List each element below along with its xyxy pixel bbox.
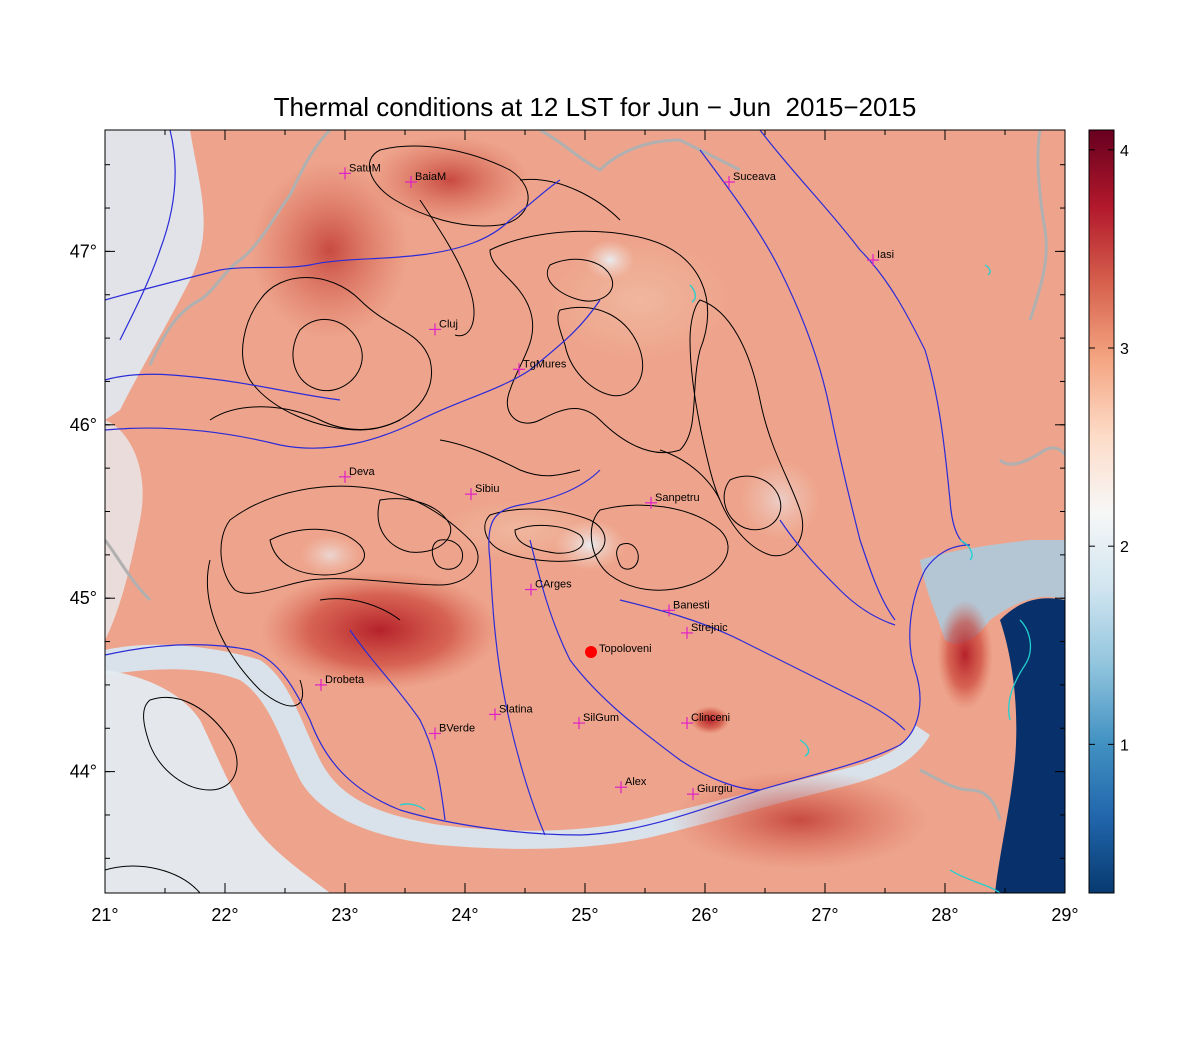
river-mures xyxy=(105,299,601,449)
lon-tick-label: 28° xyxy=(931,905,958,925)
lat-tick-label: 47° xyxy=(70,241,97,261)
river-arges xyxy=(529,539,761,791)
river-buzau xyxy=(779,519,896,626)
river-somes xyxy=(105,179,561,301)
city-baiam: BaiaM xyxy=(405,171,446,189)
lon-tick-label: 21° xyxy=(91,905,118,925)
cool-zone-harghita xyxy=(585,240,635,280)
lat-tick-label: 45° xyxy=(70,588,97,608)
city-label: BVerde xyxy=(439,722,475,734)
river-tisza xyxy=(119,130,176,341)
city-label: Banesti xyxy=(673,599,710,611)
thermal-field-danube-cool-west xyxy=(105,670,330,893)
city-label: CArges xyxy=(535,579,572,591)
city-label: Iasi xyxy=(877,249,894,261)
lat-axis: 44° 45° 46° 47° xyxy=(70,164,1065,859)
city-giurgiu: Giurgiu xyxy=(687,783,732,801)
cool-zone-bucegi xyxy=(555,520,625,570)
lon-tick-label: 29° xyxy=(1051,905,1078,925)
city-drobeta: Drobeta xyxy=(315,674,365,691)
city-label: Clinceni xyxy=(691,712,730,724)
colorbar-label: 1 xyxy=(1120,737,1129,754)
city-silgum: SilGum xyxy=(573,712,619,730)
hot-zone-clinceni xyxy=(690,706,730,734)
city-slatina: Slatina xyxy=(489,703,534,721)
city-suceava: Suceava xyxy=(723,171,777,189)
city-bverde: BVerde xyxy=(429,722,475,740)
highlight-topoloveni: Topoloveni xyxy=(585,643,652,658)
thermal-field-base xyxy=(105,130,1065,893)
city-label: SilGum xyxy=(583,712,619,724)
city-deva: Deva xyxy=(339,466,376,483)
city-sanpetru: Sanpetru xyxy=(645,492,700,509)
lakes xyxy=(399,264,1032,893)
lon-tick-label: 23° xyxy=(331,905,358,925)
colorbar: 1 2 3 4 xyxy=(1088,129,1129,894)
lon-tick-label: 22° xyxy=(211,905,238,925)
city-alex: Alex xyxy=(615,776,647,794)
city-label: TgMures xyxy=(523,358,567,370)
colorbar-label: 2 xyxy=(1120,539,1129,556)
city-carges: CArges xyxy=(525,579,572,596)
city-label: Alex xyxy=(625,776,647,788)
city-label: Deva xyxy=(349,466,376,478)
river-jiu xyxy=(349,629,446,821)
hot-zone-maramures xyxy=(250,160,410,340)
highlight-marker xyxy=(585,645,597,658)
river-ialomita xyxy=(619,599,906,731)
hot-zone-baragan xyxy=(670,770,930,870)
lat-tick-label: 44° xyxy=(70,762,97,782)
terrain-contours xyxy=(105,145,804,893)
map-title: Thermal conditions at 12 LST for Jun − J… xyxy=(273,92,917,122)
colorbar-label: 3 xyxy=(1120,341,1129,358)
rivers xyxy=(105,130,971,836)
lon-tick-label: 26° xyxy=(691,905,718,925)
thermal-field-west-cool-2 xyxy=(105,420,143,640)
hot-zone-north xyxy=(370,135,530,225)
lat-tick-label: 46° xyxy=(70,415,97,435)
lon-tick-label: 25° xyxy=(571,905,598,925)
river-crisuri xyxy=(105,373,341,401)
thermal-field-west-cool xyxy=(105,130,204,420)
city-cluj: Cluj xyxy=(429,318,458,336)
city-label: Strejnic xyxy=(691,622,728,634)
city-label: Suceava xyxy=(733,171,777,183)
city-label: Drobeta xyxy=(325,674,365,686)
city-satum: SatuM xyxy=(339,162,381,180)
river-prut xyxy=(759,130,971,546)
thermal-field-danube-cool xyxy=(105,644,930,849)
river-olt xyxy=(488,469,601,836)
city-iasi: Iasi xyxy=(867,249,894,267)
city-markers: SatuM BaiaM Suceava Iasi Cluj TgMures Deva Sibi… xyxy=(315,162,894,801)
highlight-label: Topoloveni xyxy=(599,643,652,655)
city-label: SatuM xyxy=(349,162,381,174)
colorbar-label: 4 xyxy=(1120,143,1129,160)
city-label: Giurgiu xyxy=(697,783,732,795)
lon-tick-label: 27° xyxy=(811,905,838,925)
thermal-field-black-sea xyxy=(995,598,1065,893)
hot-zone-dobrogea xyxy=(937,600,993,710)
country-borders xyxy=(105,130,1065,821)
city-sibiu: Sibiu xyxy=(465,483,499,501)
hot-zone-oltenia xyxy=(260,570,500,690)
city-label: BaiaM xyxy=(415,171,446,183)
city-label: Sanpetru xyxy=(655,492,700,504)
city-label: Slatina xyxy=(499,703,534,715)
river-siret xyxy=(699,149,896,621)
city-label: Sibiu xyxy=(475,483,499,495)
colorbar-ticks: 1 2 3 4 xyxy=(1089,143,1129,754)
cool-zone-retezat xyxy=(300,535,360,575)
city-tgmures: TgMures xyxy=(513,358,567,376)
city-strejnic: Strejnic xyxy=(681,622,728,639)
lon-tick-label: 24° xyxy=(451,905,478,925)
city-banesti: Banesti xyxy=(663,599,710,617)
lon-axis: 21° 22° 23° 24° 25° 26° 27° 28° 29° xyxy=(91,130,1079,925)
city-clinceni: Clinceni xyxy=(681,712,730,730)
city-label: Cluj xyxy=(439,318,458,330)
colorbar-gradient xyxy=(1088,129,1115,894)
river-danube xyxy=(105,544,971,836)
